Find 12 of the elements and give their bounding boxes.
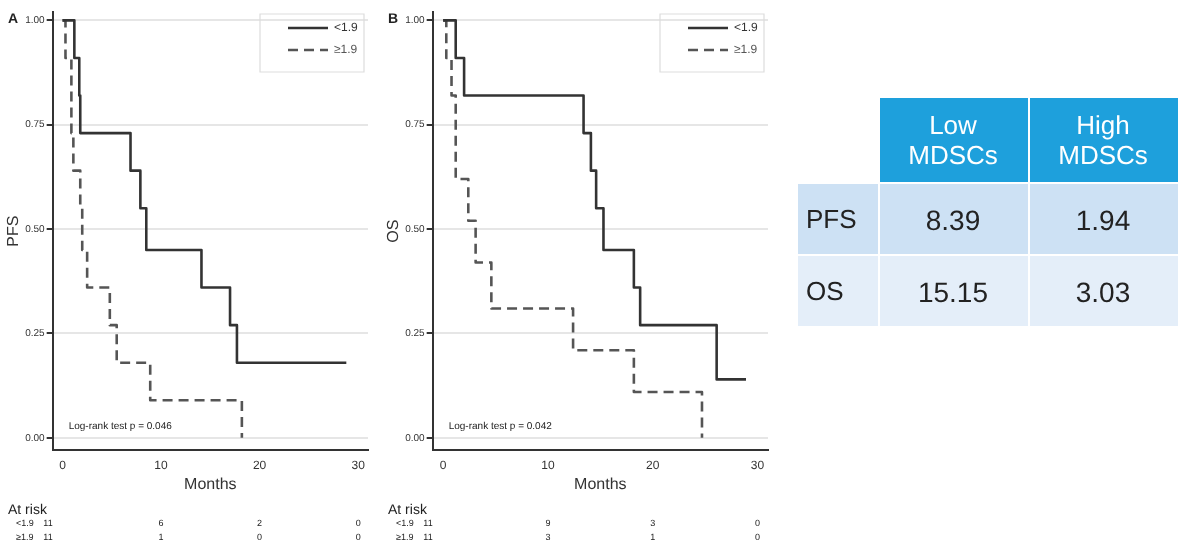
category-label: PFS <box>806 204 857 234</box>
text: 8.39 <box>925 203 981 235</box>
y-axis-title: PFS <box>4 215 23 247</box>
x-axis-title: Months <box>184 474 237 493</box>
category-label: High MDSCs <box>1028 97 1178 183</box>
text: 3.03 <box>1075 275 1131 307</box>
text: 1.94 <box>1075 203 1131 235</box>
y-axis-title: OS <box>384 219 403 243</box>
x-axis-title: Months <box>574 474 627 493</box>
text: 15.15 <box>917 275 989 307</box>
category-label: Low MDSCs <box>878 97 1028 183</box>
category-label: OS <box>806 276 844 306</box>
